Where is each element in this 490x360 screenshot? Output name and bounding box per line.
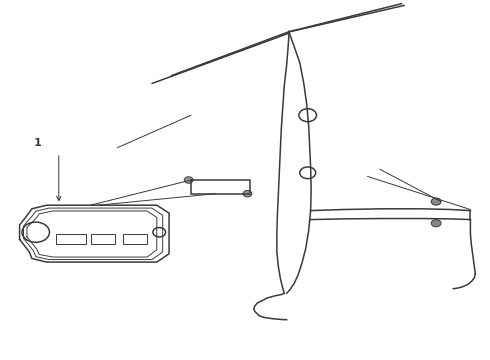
Text: 1: 1 — [33, 138, 41, 148]
Circle shape — [243, 190, 252, 197]
Circle shape — [431, 198, 441, 205]
Bar — [122, 234, 147, 244]
Bar — [56, 234, 86, 244]
Circle shape — [431, 220, 441, 227]
Bar — [91, 234, 115, 244]
Circle shape — [184, 177, 193, 183]
